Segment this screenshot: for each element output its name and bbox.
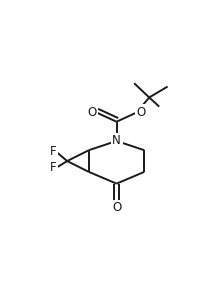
Text: N: N [112,134,121,147]
Text: O: O [112,201,121,214]
Text: O: O [137,106,146,119]
Text: F: F [50,161,56,174]
Text: O: O [87,106,97,119]
Text: F: F [50,145,56,158]
